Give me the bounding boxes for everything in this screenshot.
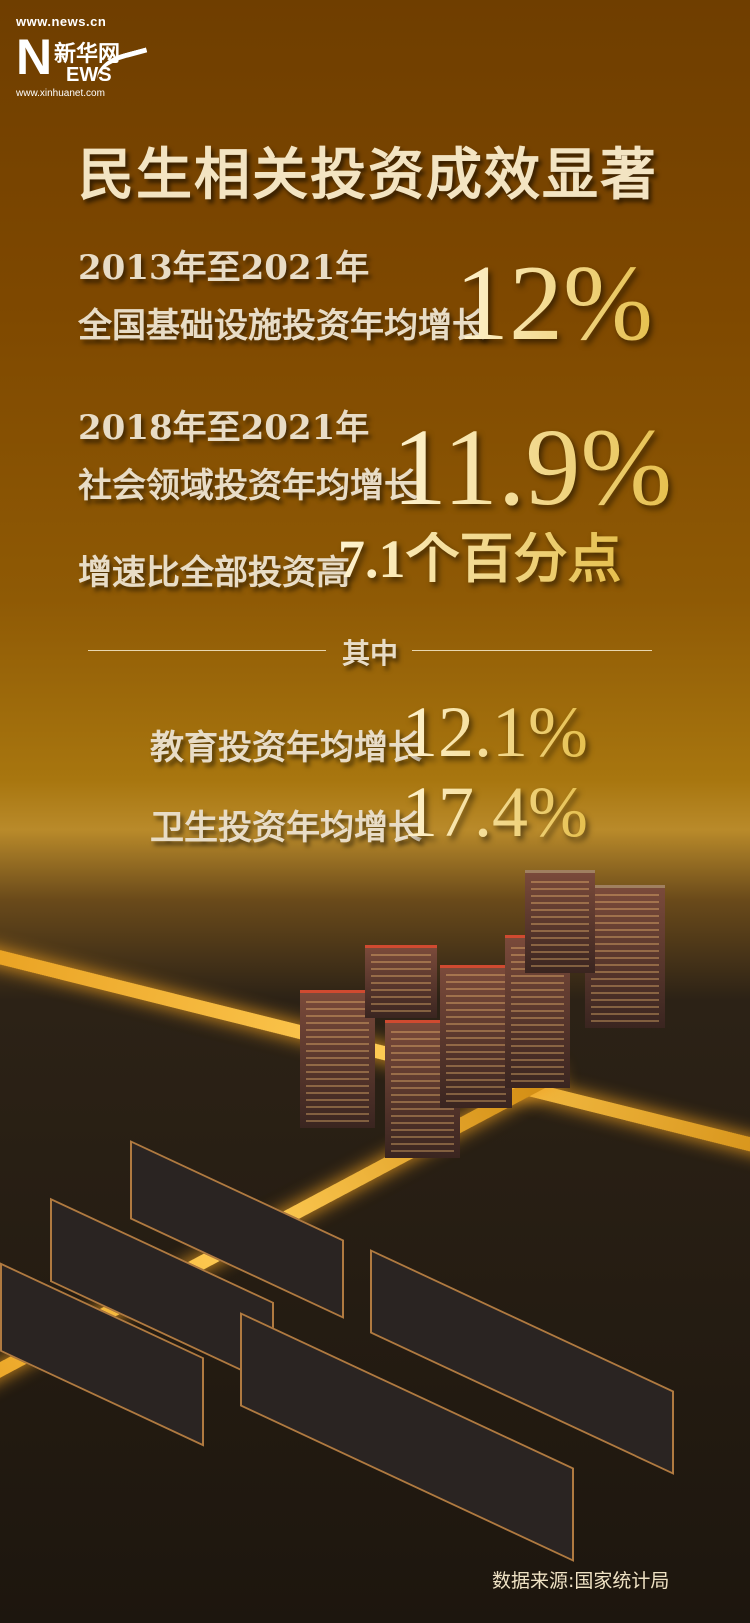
stat2-value: 11.9% [392,406,673,528]
stat1-label: 全国基础设施投资年均增长 [78,306,486,346]
divider-left [88,650,326,651]
stat2-period: 2018年至2021年 [78,408,370,448]
health-label: 卫生投资年均增长 [150,808,422,848]
logo-letter-n: N [16,29,53,85]
city-night-photo [0,850,750,1623]
stat2-compare-label: 增速比全部投资高 [78,553,350,593]
data-source: 数据来源:国家统计局 [492,1570,670,1592]
stat2-label: 社会领域投资年均增长 [78,466,418,506]
logo-url-bottom: www.xinhuanet.com [16,88,105,99]
stat1-value: 12% [455,244,653,363]
logo-brand: 新华网 [54,41,121,66]
page-title: 民生相关投资成效显著 [78,143,658,208]
divider-right [412,650,652,651]
logo-ews: EWS [66,64,112,86]
stat2-compare-value: 7.1个百分点 [338,529,622,589]
xinhua-logo: www.news.cn N 新华网 EWS www.xinhuanet.com [16,14,155,99]
health-value: 17.4% [402,772,588,852]
stat1-period: 2013年至2021年 [78,248,370,288]
education-value: 12.1% [402,692,588,772]
education-label: 教育投资年均增长 [150,728,422,768]
divider-label: 其中 [342,637,399,670]
logo-url-top: www.news.cn [16,14,107,29]
